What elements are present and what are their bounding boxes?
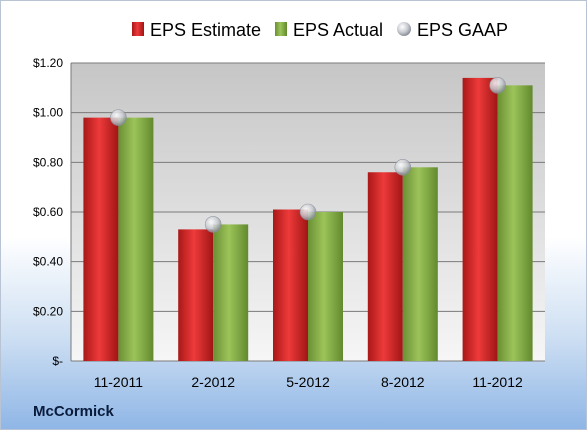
y-tick-label: $0.20 xyxy=(33,304,63,318)
y-tick-label: $1.00 xyxy=(33,106,63,120)
gaap-markers xyxy=(110,77,506,233)
bar-eps-estimate xyxy=(462,77,498,362)
x-tick-label: 11-2011 xyxy=(94,374,144,390)
legend-label-gaap: EPS GAAP xyxy=(417,20,508,40)
legend: EPS Estimate EPS Actual EPS GAAP xyxy=(132,20,508,40)
legend-label-estimate: EPS Estimate xyxy=(150,20,261,40)
x-tick-label: 5-2012 xyxy=(286,374,330,390)
bars xyxy=(83,77,533,362)
legend-swatch-estimate xyxy=(132,22,144,36)
bar-eps-actual xyxy=(118,117,154,361)
marker-eps-gaap xyxy=(204,216,222,233)
marker-eps-gaap xyxy=(110,109,127,126)
y-tick-label: $0.60 xyxy=(33,205,63,219)
bar-eps-actual xyxy=(213,224,249,361)
marker-eps-gaap xyxy=(299,203,317,221)
bar-eps-actual xyxy=(497,85,533,361)
x-tick-label: 8-2012 xyxy=(381,374,425,390)
bar-eps-estimate xyxy=(273,209,308,361)
y-tick-label: $1.20 xyxy=(33,56,63,70)
y-tick-label: $0.40 xyxy=(33,255,63,269)
bar-eps-actual xyxy=(402,167,438,361)
marker-eps-gaap xyxy=(489,77,506,94)
x-tick-label: 2-2012 xyxy=(191,374,235,390)
x-axis: 11-2011 2-2012 5-2012 8-2012 11-2012 xyxy=(94,374,523,390)
y-tick-label: $- xyxy=(52,354,63,368)
bar-eps-estimate xyxy=(367,172,403,361)
y-axis: $- $0.20 $0.40 $0.60 $0.80 $1.00 $1.20 xyxy=(33,56,63,368)
company-name: McCormick xyxy=(33,403,114,420)
bar-eps-estimate xyxy=(178,229,214,361)
y-tick-label: $0.80 xyxy=(33,155,63,169)
legend-marker-gaap xyxy=(397,22,411,36)
x-tick-label: 11-2012 xyxy=(472,374,523,390)
legend-label-actual: EPS Actual xyxy=(293,20,383,40)
marker-eps-gaap xyxy=(394,159,412,176)
bar-eps-estimate xyxy=(83,117,119,361)
bar-eps-actual xyxy=(308,212,343,361)
legend-swatch-actual xyxy=(275,22,287,36)
